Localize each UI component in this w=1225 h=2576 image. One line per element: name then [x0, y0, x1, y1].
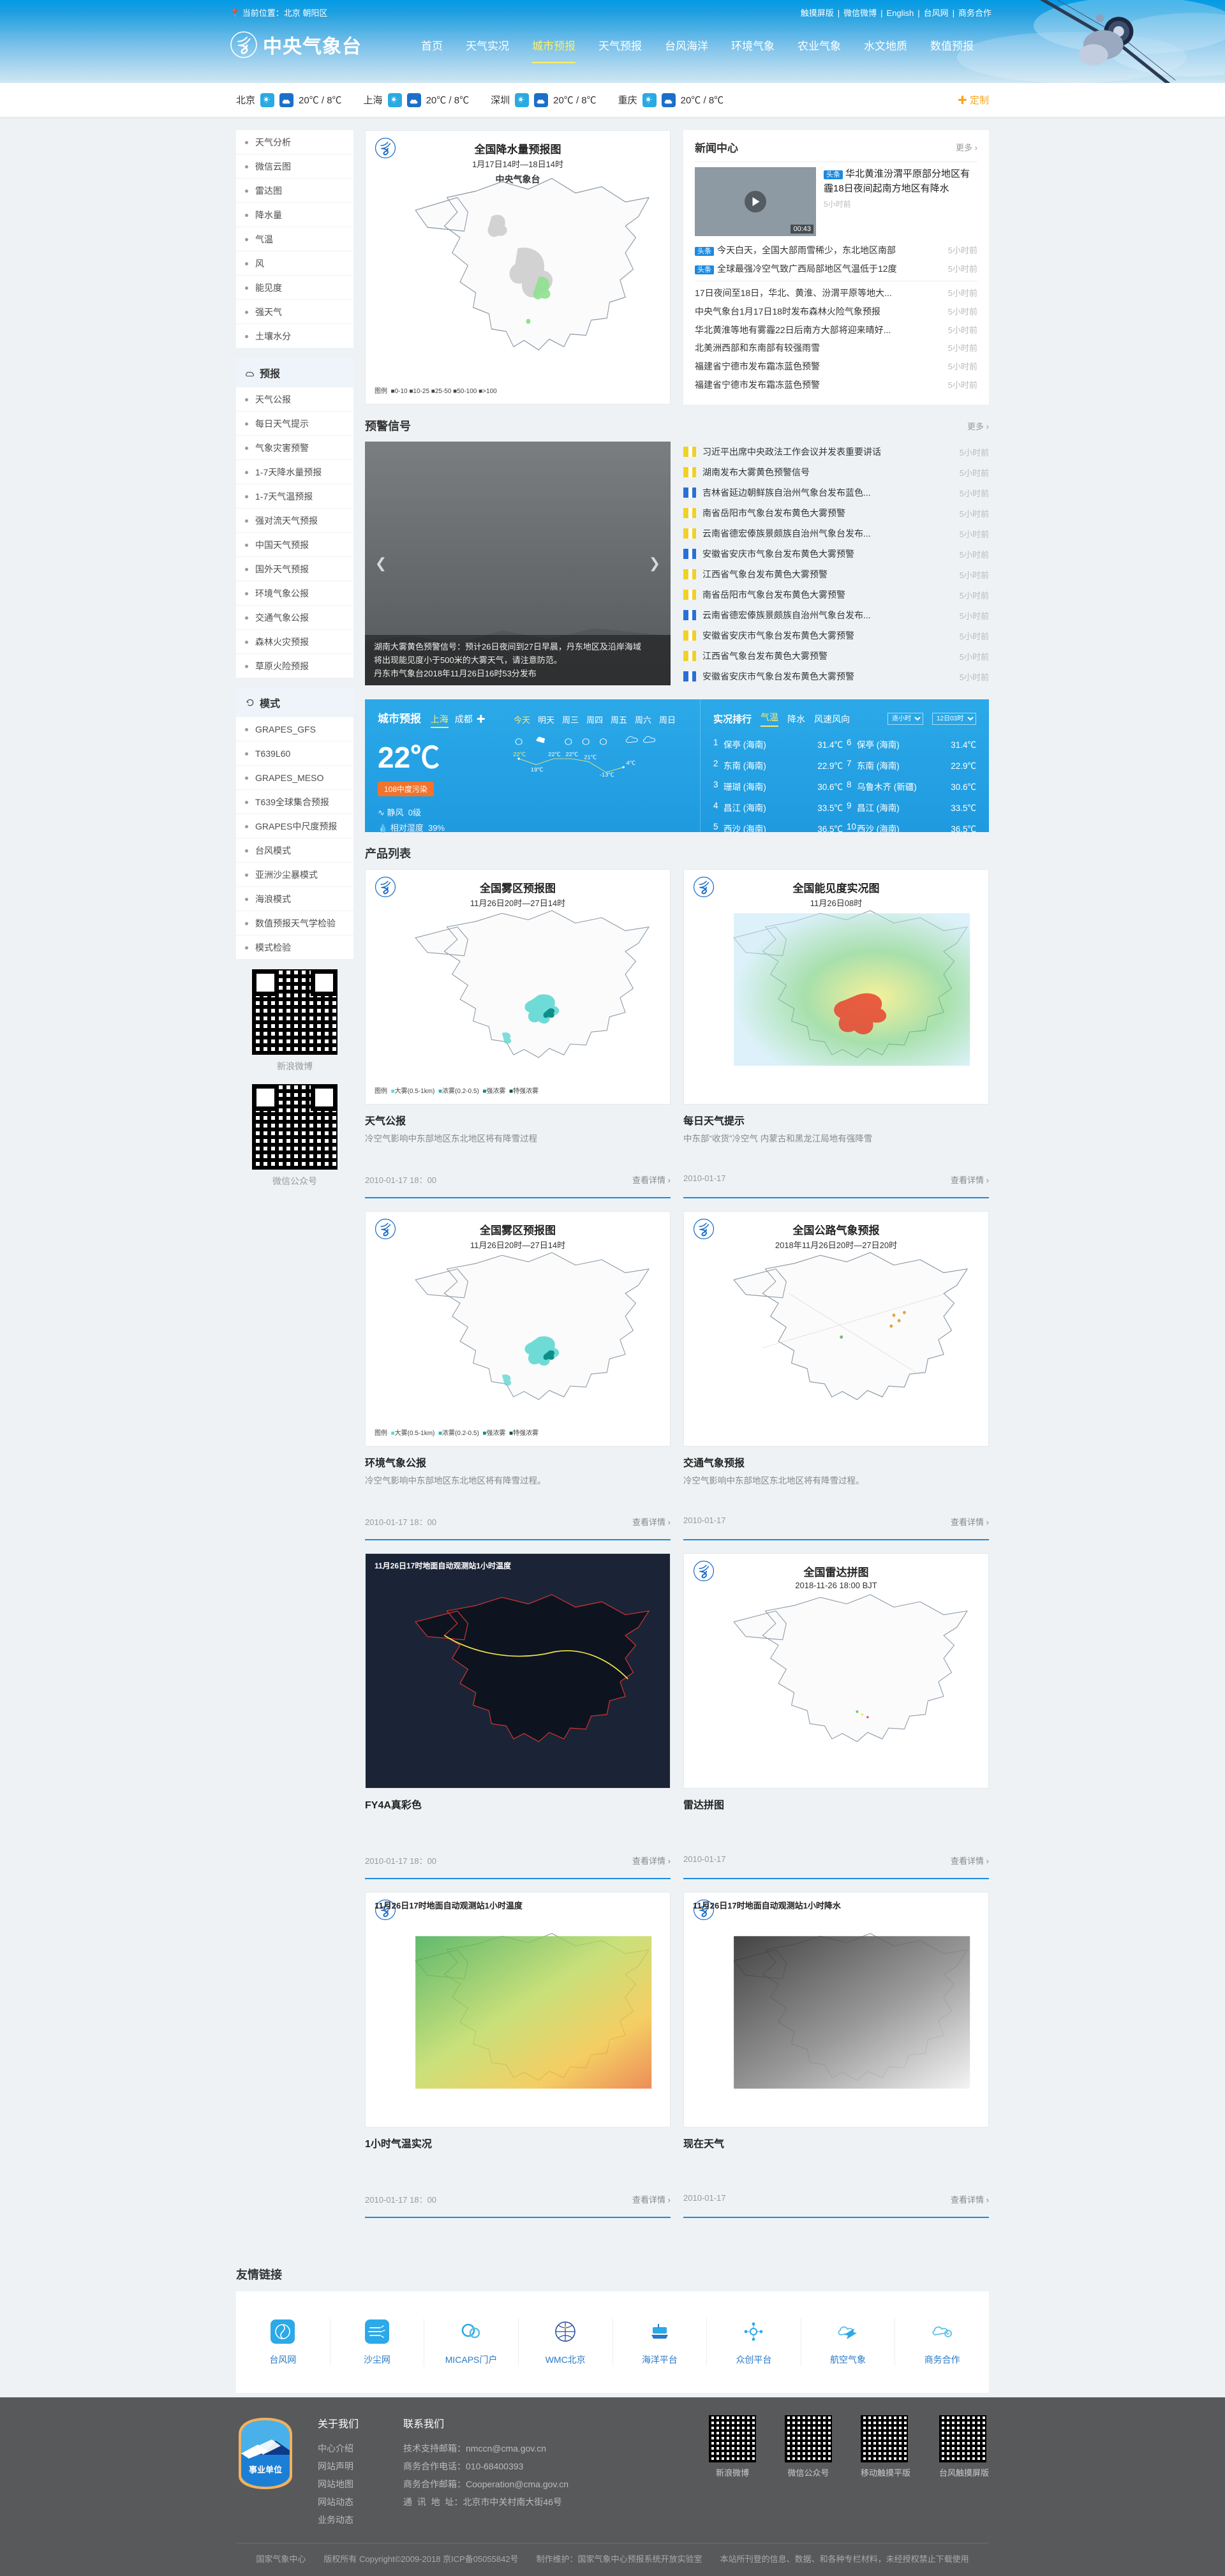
- svg-text:22℃: 22℃: [548, 751, 561, 757]
- svg-text:22℃: 22℃: [513, 751, 526, 757]
- svg-text:19℃: 19℃: [531, 766, 544, 773]
- svg-text:22℃: 22℃: [566, 751, 579, 757]
- svg-text:4℃: 4℃: [627, 760, 636, 766]
- svg-text:21℃: 21℃: [584, 754, 597, 761]
- svg-text:事业单位: 事业单位: [249, 2465, 282, 2475]
- svg-text:-13℃: -13℃: [600, 771, 614, 778]
